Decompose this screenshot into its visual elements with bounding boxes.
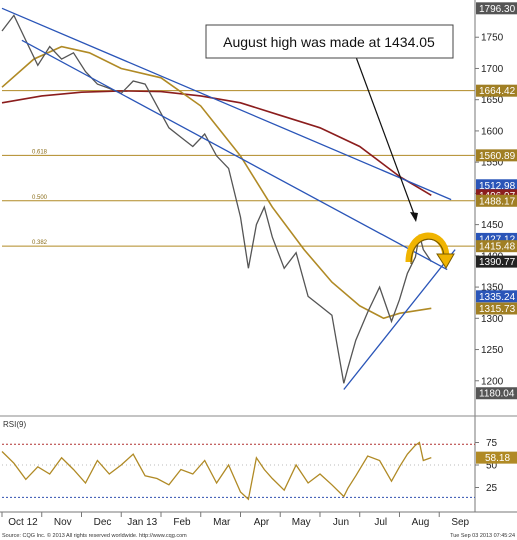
source-text: Source: CQG Inc. © 2013 All rights reser… (2, 532, 187, 539)
rsi-tick-label: 75 (486, 438, 498, 449)
price-tag-label: 1335.24 (479, 292, 516, 303)
price-tick-label: 1450 (481, 220, 504, 231)
price-axis-bg (475, 0, 517, 415)
price-series-layer (1, 14, 432, 384)
rsi-pane: 25 50 75 58.18 (1, 438, 517, 501)
turn-arrow-icon (405, 232, 455, 269)
timestamp-text: Tue Sep 03 2013 07:45:24 (450, 533, 515, 539)
price-tag-label: 1315.73 (479, 304, 516, 315)
price-tag-box (476, 240, 517, 253)
price-tag-label: 1560.89 (479, 151, 516, 162)
rsi-label: RSI(9) (3, 420, 26, 429)
annotation-callout: August high was made at 1434.05 (205, 24, 454, 59)
price-tag-box (476, 302, 517, 315)
annotation-pointer-arrow (355, 56, 418, 222)
x-tick-label: May (292, 517, 311, 528)
price-tag-label: 1427.12 (479, 234, 516, 245)
price-tag-box (476, 149, 517, 162)
rsi-tick-label: 25 (486, 483, 498, 494)
annotation-text: August high was made at 1434.05 (223, 34, 435, 50)
x-tick-label: Aug (412, 517, 430, 528)
price-tick-label: 1300 (481, 314, 504, 325)
fib-label: 0.618 (32, 149, 48, 155)
x-tick-label: Oct 12 (8, 517, 38, 528)
price-tick-label: 1350 (481, 283, 504, 294)
price-tick-label: 1600 (481, 126, 504, 137)
trendline-upper (1, 7, 452, 201)
fib-label: 0.382 (32, 240, 48, 246)
moving-average-line (1, 45, 432, 320)
moving-average-line (1, 90, 432, 196)
x-tick-label: Dec (94, 517, 112, 528)
price-tick-label: 1550 (481, 158, 504, 169)
x-tick-label: Mar (213, 517, 231, 528)
x-axis-ticks: Oct 12 Nov Dec Jan 13 Feb Mar Apr May Jun Jul Aug S… (1, 512, 470, 528)
price-tag-label: 1180.04 (479, 389, 515, 400)
price-tag-box (476, 2, 517, 15)
x-tick-label: Nov (54, 517, 72, 528)
price-line (1, 14, 432, 384)
price-tag-box (476, 255, 517, 268)
rsi-value-tag (476, 451, 517, 464)
price-tag-box (476, 84, 517, 97)
price-tag-label: 1415.48 (479, 242, 516, 253)
x-tick-label: Feb (173, 517, 191, 528)
rsi-tick-label: 50 (486, 461, 498, 472)
price-tick-label: 1250 (481, 345, 504, 356)
price-tag-box (476, 290, 517, 303)
trendline-support (343, 249, 456, 390)
price-tag-label: 1664.42 (479, 86, 516, 97)
price-tag-box (476, 179, 517, 192)
price-tag-label: 1390.77 (479, 257, 516, 268)
trendlines (1, 7, 456, 390)
price-tag-label: 1512.98 (479, 181, 516, 192)
fib-label: 0.500 (32, 195, 48, 201)
price-tick-label: 1650 (481, 95, 504, 106)
price-tag-label: 1796.30 (479, 4, 516, 15)
rsi-value-label: 58.18 (485, 453, 510, 464)
moving-averages (1, 45, 432, 320)
fib-levels: 0.618 0.500 0.382 (2, 90, 475, 247)
price-tag-box (476, 194, 517, 207)
x-tick-label: Jan 13 (127, 517, 157, 528)
price-tag-box (476, 387, 517, 400)
price-tick-label: 1700 (481, 64, 504, 75)
x-tick-label: Jun (333, 517, 349, 528)
x-tick-label: Jul (374, 517, 387, 528)
x-tick-label: Apr (254, 517, 270, 528)
trendline-lower (21, 39, 448, 271)
price-tick-label: 1750 (481, 33, 504, 44)
rsi-line (1, 441, 432, 501)
price-tag-label: 1488.17 (479, 196, 516, 207)
price-tags: 1796.301664.421560.891512.981496.971488.… (476, 2, 517, 400)
x-tick-label: Sep (451, 517, 469, 528)
price-tick-label: 1200 (481, 376, 504, 387)
